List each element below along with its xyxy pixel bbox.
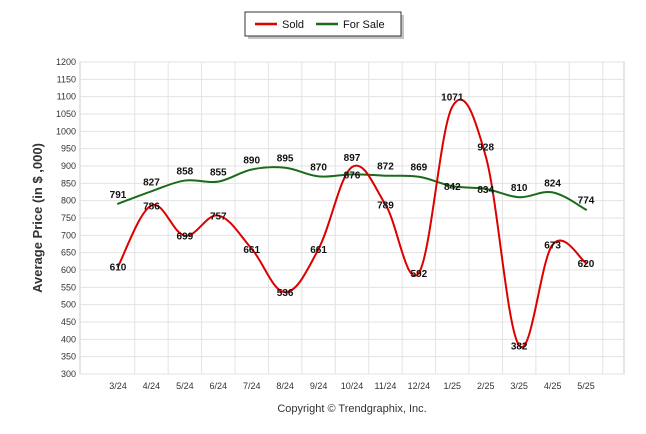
y-tick-label: 1100 <box>57 92 76 102</box>
data-label-for-sale: 824 <box>544 178 561 189</box>
data-label-sold: 897 <box>344 153 361 164</box>
x-tick-label: 5/25 <box>577 381 595 391</box>
y-tick-label: 800 <box>61 196 76 206</box>
x-tick-label: 7/24 <box>243 381 261 391</box>
data-label-sold: 661 <box>243 245 260 256</box>
data-label-for-sale: 791 <box>110 190 127 201</box>
x-tick-label: 11/24 <box>375 381 397 391</box>
y-tick-label: 450 <box>61 317 76 327</box>
y-axis-label: Average Price (in $ ,000) <box>30 143 45 293</box>
x-tick-label: 5/24 <box>176 381 194 391</box>
data-label-for-sale: 870 <box>310 162 327 173</box>
series-line-for-sale <box>117 166 588 211</box>
x-tick-label: 3/24 <box>109 381 127 391</box>
data-label-for-sale: 895 <box>277 154 294 165</box>
data-labels: 610 786 699 757 661 536 661 897 789 592 1071 928 382… <box>110 93 595 353</box>
x-tick-label: 1/25 <box>444 381 462 391</box>
copyright-text: Copyright © Trendgraphix, Inc. <box>277 403 426 415</box>
y-tick-label: 300 <box>61 369 76 379</box>
y-tick-label: 1050 <box>56 109 76 119</box>
x-tick-label: 8/24 <box>276 381 294 391</box>
data-label-sold: 789 <box>377 200 394 211</box>
data-label-sold: 592 <box>411 269 428 280</box>
data-label-sold: 536 <box>277 288 294 299</box>
series-line-sold <box>117 98 588 349</box>
chart-series <box>117 98 588 349</box>
data-label-for-sale: 774 <box>578 196 595 207</box>
y-tick-label: 700 <box>61 230 76 240</box>
y-tick-label: 950 <box>61 144 76 154</box>
y-tick-label: 650 <box>61 248 76 258</box>
data-label-for-sale: 855 <box>210 168 227 179</box>
y-tick-label: 500 <box>61 300 76 310</box>
data-label-for-sale: 810 <box>511 183 528 194</box>
data-label-for-sale: 834 <box>477 185 494 196</box>
chart-legend: Sold For Sale <box>244 11 404 39</box>
y-axis-ticks: 300 350 400 450 500 550 600 650 700 750 800 850 900 9… <box>56 57 76 379</box>
legend-entry: Sold <box>282 19 304 31</box>
x-axis-ticks: 3/24 4/24 5/24 6/24 7/24 8/24 9/24 10/24 11/24 12… <box>109 381 595 391</box>
data-label-sold: 661 <box>310 245 327 256</box>
data-label-sold: 382 <box>511 342 528 353</box>
y-tick-label: 400 <box>61 334 76 344</box>
data-label-sold: 928 <box>477 142 494 153</box>
data-label-sold: 620 <box>578 259 595 270</box>
data-label-for-sale: 872 <box>377 162 394 173</box>
x-tick-label: 6/24 <box>210 381 228 391</box>
x-tick-label: 4/24 <box>143 381 161 391</box>
y-tick-label: 550 <box>61 282 76 292</box>
y-tick-label: 850 <box>61 178 76 188</box>
data-label-sold: 699 <box>177 232 194 243</box>
data-label-sold: 673 <box>544 241 561 252</box>
y-tick-label: 1200 <box>56 57 76 67</box>
x-tick-label: 3/25 <box>510 381 528 391</box>
data-label-for-sale: 869 <box>411 163 428 174</box>
data-label-for-sale: 890 <box>243 155 260 166</box>
y-tick-label: 1150 <box>57 74 76 84</box>
x-tick-label: 10/24 <box>341 381 364 391</box>
data-label-sold: 757 <box>210 212 227 223</box>
y-tick-label: 900 <box>61 161 76 171</box>
y-tick-label: 600 <box>61 265 76 275</box>
data-label-for-sale: 842 <box>444 182 461 193</box>
y-tick-label: 1000 <box>56 126 76 136</box>
x-tick-label: 12/24 <box>408 381 431 391</box>
data-label-sold: 1071 <box>441 93 464 104</box>
data-label-sold: 610 <box>110 263 127 274</box>
data-label-sold: 786 <box>143 202 160 213</box>
x-tick-label: 4/25 <box>544 381 562 391</box>
y-tick-label: 750 <box>61 213 76 223</box>
data-label-for-sale: 827 <box>143 177 160 188</box>
y-tick-label: 350 <box>61 352 76 362</box>
x-tick-label: 9/24 <box>310 381 328 391</box>
x-tick-label: 2/25 <box>477 381 495 391</box>
data-label-for-sale: 876 <box>344 170 361 181</box>
data-label-for-sale: 858 <box>177 167 194 178</box>
legend-entry: For Sale <box>343 19 385 31</box>
